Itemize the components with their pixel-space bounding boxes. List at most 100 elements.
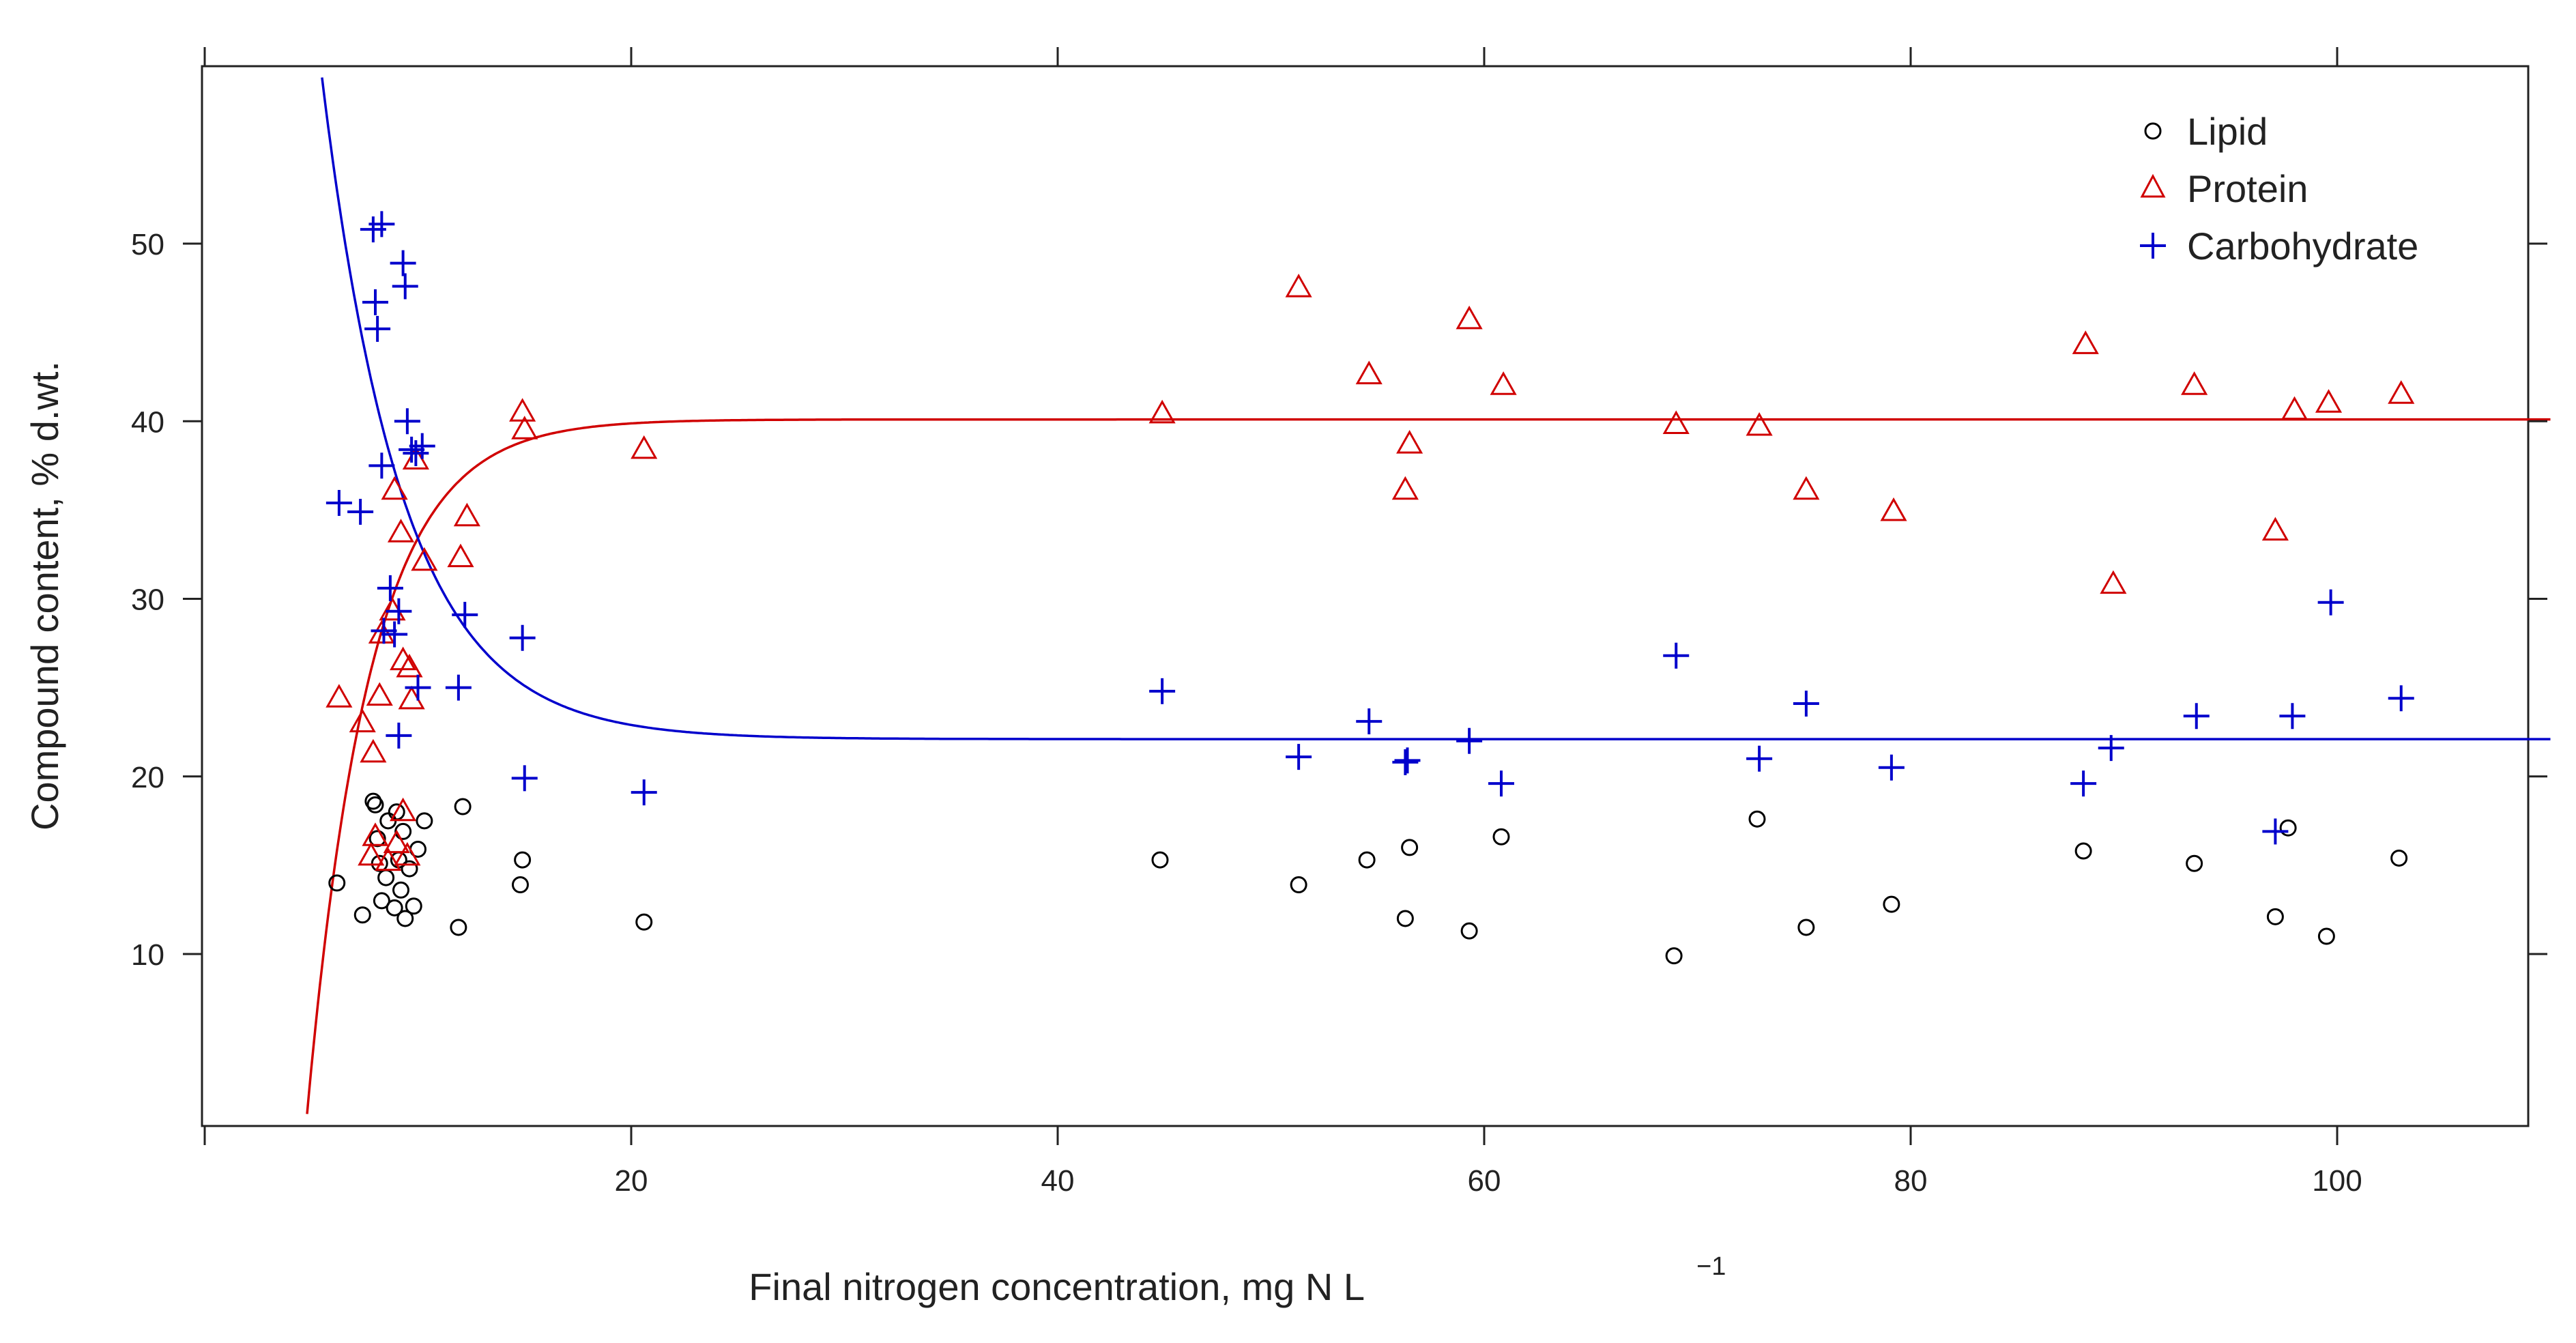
protein-point-29 xyxy=(1456,305,1483,330)
protein-point-19 xyxy=(447,543,474,568)
protein-point-39 xyxy=(2281,396,2309,420)
carbohydrate-point-19 xyxy=(445,674,472,701)
lipid-point-19 xyxy=(450,919,467,936)
fitted-curves xyxy=(306,77,2551,1114)
carbohydrate-point-22 xyxy=(511,765,538,792)
fit-curve-carbohydrate-fit xyxy=(321,77,2551,740)
lipid-point-0 xyxy=(328,874,346,892)
carbohydrate-point-4 xyxy=(364,315,391,342)
protein-point-18 xyxy=(411,547,438,571)
lipid-point-28 xyxy=(1401,839,1419,856)
protein-point-28 xyxy=(1396,430,1423,454)
protein-point-24 xyxy=(1148,399,1176,424)
protein-point-38 xyxy=(2261,517,2289,541)
lipid-point-35 xyxy=(2074,842,2092,860)
protein-point-20 xyxy=(453,502,480,527)
protein-point-40 xyxy=(2315,389,2343,413)
x-axis-label-superscript: −1 xyxy=(1696,1252,1726,1281)
y-axis-label: Compound content, % d.wt. xyxy=(23,361,66,831)
protein-point-26 xyxy=(1355,360,1383,385)
protein-point-35 xyxy=(2072,330,2099,354)
carbohydrate-point-40 xyxy=(2317,589,2344,616)
lipid-point-9 xyxy=(386,899,403,916)
protein-point-10 xyxy=(383,829,410,854)
protein-point-12 xyxy=(390,797,417,822)
carbohydrate-point-5 xyxy=(368,211,395,237)
protein-point-5 xyxy=(366,682,393,706)
carbohydrate-point-15 xyxy=(399,436,425,463)
lipid-point-34 xyxy=(1883,895,1900,913)
carbohydrate-point-0 xyxy=(325,489,352,516)
carbohydrate-point-41 xyxy=(2388,685,2414,712)
protein-point-2 xyxy=(358,841,385,866)
protein-point-0 xyxy=(325,684,353,708)
lipid-point-2 xyxy=(364,792,382,810)
legend: Lipid Protein Carbohydrate xyxy=(2140,110,2418,268)
carbohydrate-point-30 xyxy=(1488,770,1514,797)
lipid-point-6 xyxy=(373,892,390,910)
lipid-point-39 xyxy=(2317,927,2335,945)
carbohydrate-point-34 xyxy=(1878,754,1905,781)
protein-point-13 xyxy=(390,646,417,671)
lipid-point-3 xyxy=(366,796,384,813)
lipid-point-25 xyxy=(1290,876,1307,894)
carbohydrate-point-35 xyxy=(2070,770,2097,797)
protein-point-34 xyxy=(1880,497,1907,521)
carbohydrate-point-6 xyxy=(368,452,395,479)
protein-point-11 xyxy=(387,519,415,543)
protein-point-1 xyxy=(349,708,376,733)
y-tick-label-50: 50 xyxy=(131,228,164,261)
protein-point-7 xyxy=(375,847,402,871)
lipid-point-32 xyxy=(1748,810,1766,828)
protein-point-6 xyxy=(368,620,395,644)
carbohydrate-point-21 xyxy=(509,624,536,651)
carbohydrate-point-11 xyxy=(386,722,412,749)
legend-protein-label: Protein xyxy=(2187,167,2308,210)
protein-point-4 xyxy=(362,822,389,846)
lipid-point-21 xyxy=(512,876,529,894)
protein-point-41 xyxy=(2388,380,2415,404)
carbohydrate-point-28 xyxy=(1394,747,1421,774)
carbohydrate-point-16 xyxy=(403,440,429,467)
carbohydrate-point-8 xyxy=(377,575,403,601)
protein-point-9 xyxy=(381,476,408,500)
x-axis-label: Final nitrogen concentration, mg N L xyxy=(749,1265,1365,1308)
y-tick-label-10: 10 xyxy=(131,938,164,972)
legend-lipid-marker xyxy=(2144,122,2162,140)
legend-protein-marker xyxy=(2140,173,2166,198)
lipid-point-29 xyxy=(1460,922,1478,940)
protein-point-37 xyxy=(2181,371,2208,395)
lipid-point-4 xyxy=(368,830,386,848)
x-tick-label-20: 20 xyxy=(615,1164,648,1198)
lipid-point-20 xyxy=(454,798,472,815)
lipid-point-12 xyxy=(392,881,409,899)
legend-lipid-label: Lipid xyxy=(2187,110,2268,153)
legend-carbohydrate-label: Carbohydrate xyxy=(2187,225,2418,268)
protein-point-30 xyxy=(1490,371,1517,395)
carbohydrate-point-36 xyxy=(2098,735,2124,762)
carbohydrate-point-37 xyxy=(2183,703,2210,730)
axis-ticks: 20 40 60 80 100 10 20 30 40 50 xyxy=(131,47,2547,1198)
lipid-point-27 xyxy=(1396,910,1414,927)
lipid-point-23 xyxy=(635,913,653,931)
protein-point-31 xyxy=(1662,410,1690,434)
data-points xyxy=(325,211,2415,965)
carbohydrate-point-9 xyxy=(381,621,408,648)
protein-point-14 xyxy=(394,841,421,866)
protein-point-25 xyxy=(1285,274,1312,298)
carbohydrate-point-17 xyxy=(405,674,431,701)
carbohydrate-point-18 xyxy=(409,433,435,459)
carbohydrate-point-23 xyxy=(631,779,657,806)
lipid-point-14 xyxy=(396,910,414,927)
carbohydrate-point-25 xyxy=(1286,744,1312,770)
protein-point-23 xyxy=(631,435,658,459)
carbohydrate-point-1 xyxy=(347,498,374,525)
x-tick-label-40: 40 xyxy=(1041,1164,1075,1198)
lipid-point-15 xyxy=(401,860,418,878)
lipid-point-36 xyxy=(2186,854,2203,872)
lipid-point-18 xyxy=(416,812,433,830)
fit-curve-protein-fit xyxy=(306,418,2551,1114)
y-tick-label-30: 30 xyxy=(131,583,164,617)
lipid-point-30 xyxy=(1492,828,1510,846)
